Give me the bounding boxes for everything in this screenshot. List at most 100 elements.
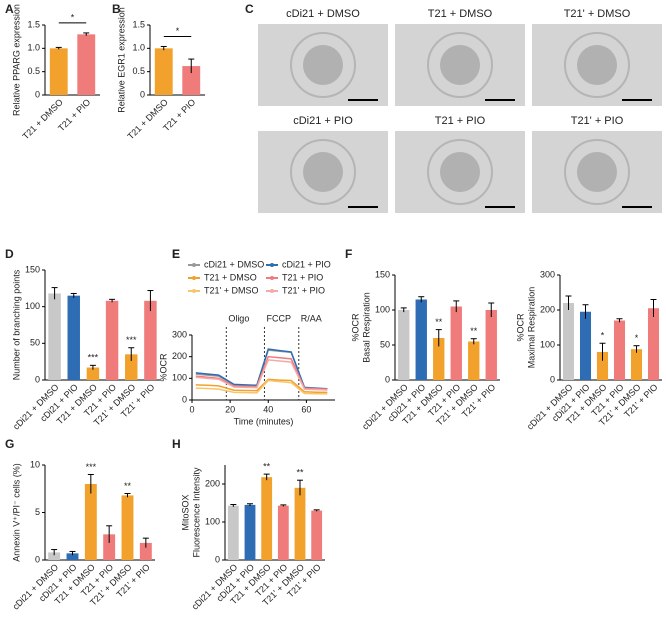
x-tick-label: 0 <box>189 404 194 414</box>
significance: ** <box>435 317 443 327</box>
y-tick-label: 200 <box>205 478 220 488</box>
image-caption: T21' + PIO <box>571 115 624 127</box>
bar <box>154 48 173 95</box>
bar <box>398 310 410 380</box>
significance: *** <box>126 335 137 345</box>
significance: * <box>71 12 75 22</box>
bar <box>182 66 201 95</box>
series-line <box>195 348 328 390</box>
y-axis-label: %OCR <box>158 353 168 382</box>
bar <box>277 505 289 560</box>
bar <box>86 367 100 380</box>
panel-letter: A <box>5 2 14 16</box>
image-caption: cDi21 + PIO <box>293 115 353 127</box>
panel-letter: G <box>5 437 14 451</box>
bar <box>139 542 152 560</box>
y-tick-label: 50 <box>380 339 390 349</box>
image-caption: T21' + DMSO <box>564 8 631 20</box>
y-tick-label: 1.5 <box>132 19 145 29</box>
significance: *** <box>88 353 99 363</box>
y-tick-label: 100 <box>25 301 40 311</box>
legend-label: T21' + PIO <box>282 285 325 295</box>
bar <box>77 34 96 95</box>
y-axis-label: Maximal Respiration <box>526 287 536 369</box>
legend-label: cDi21 + PIO <box>282 259 331 269</box>
phase-label: Oligo <box>228 313 249 323</box>
micrograph-center <box>440 152 480 192</box>
legend-label: T21 + DMSO <box>204 272 257 282</box>
bar <box>144 300 157 380</box>
legend-marker <box>270 276 274 280</box>
micrograph-center <box>577 45 617 85</box>
x-tick-label: 60 <box>301 404 311 414</box>
micrograph-ring <box>290 139 356 205</box>
significance: ** <box>263 461 271 471</box>
bar <box>121 495 134 560</box>
y-tick-label: 0 <box>35 374 40 384</box>
y-tick-label: 100 <box>375 304 390 314</box>
y-axis-label: Relative EGR1 expression <box>116 7 126 113</box>
y-tick-label: 1.0 <box>132 43 145 53</box>
bar <box>579 311 592 380</box>
panel-letter: B <box>112 2 121 16</box>
legend-marker <box>192 289 196 293</box>
phase-label: FCCP <box>266 313 291 323</box>
bar <box>596 352 609 380</box>
bar <box>105 300 119 380</box>
y-tick-label: 100 <box>540 339 555 349</box>
y-axis-label: Relative PPARG expression <box>11 4 21 116</box>
significance: ** <box>124 481 132 491</box>
x-tick-label: T21 + DMSO <box>125 97 169 141</box>
legend-label: T21' + DMSO <box>204 285 258 295</box>
micrograph-center <box>577 152 617 192</box>
bar <box>49 48 68 95</box>
bar <box>630 349 643 380</box>
bar <box>103 534 116 560</box>
y-axis-label: MitoSOX <box>180 494 190 530</box>
image-caption: cDi21 + DMSO <box>286 8 360 20</box>
significance: ** <box>296 468 304 478</box>
legend-marker <box>192 276 196 280</box>
series-line <box>195 378 328 394</box>
y-tick-label: 1.0 <box>27 43 40 53</box>
micrograph-center <box>303 45 343 85</box>
significance: * <box>176 26 180 36</box>
bar <box>468 341 480 380</box>
y-tick-label: 0 <box>140 89 145 99</box>
bar <box>647 308 660 380</box>
bar <box>244 504 256 560</box>
panel-letter: F <box>345 247 352 261</box>
panel-letter: D <box>5 247 14 261</box>
y-tick-label: 150 <box>25 264 40 274</box>
y-tick-label: 0 <box>550 374 555 384</box>
micrograph-ring <box>564 139 630 205</box>
bar <box>485 310 497 380</box>
micrograph-center <box>303 152 343 192</box>
bar <box>227 505 239 560</box>
legend-marker <box>270 263 274 267</box>
y-tick-label: 100 <box>205 516 220 526</box>
bar <box>311 510 323 560</box>
y-tick-label: 0 <box>35 89 40 99</box>
panel-letter: E <box>172 247 180 261</box>
micrograph-ring <box>427 139 493 205</box>
y-axis-label: Annexin V⁺/PI⁻ cells (%) <box>11 463 21 562</box>
series-line <box>195 379 328 395</box>
bar <box>294 487 306 560</box>
micrograph-center <box>440 45 480 85</box>
y-axis-label: %OCR <box>515 313 525 342</box>
y-tick-label: 300 <box>540 269 555 279</box>
y-tick-label: 100 <box>172 373 187 383</box>
legend-marker <box>192 263 196 267</box>
bar <box>48 293 61 380</box>
micrograph-ring <box>427 32 493 98</box>
bar <box>48 552 61 560</box>
bar <box>125 354 138 380</box>
y-tick-label: 0.5 <box>27 66 40 76</box>
series-line <box>195 359 328 391</box>
significance: * <box>601 331 605 341</box>
phase-label: R/AA <box>301 313 322 323</box>
y-axis-label: %OCR <box>350 313 360 342</box>
y-tick-label: 1.5 <box>27 19 40 29</box>
